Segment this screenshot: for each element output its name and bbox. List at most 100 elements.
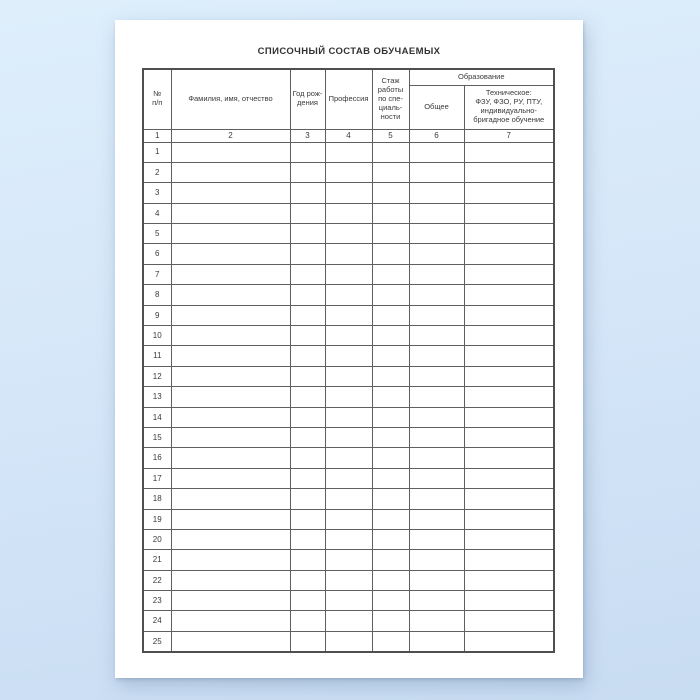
education-general-cell [408, 304, 465, 327]
name-cell [170, 528, 291, 551]
page-title: СПИСОЧНЫЙ СОСТАВ ОБУЧАЕМЫХ [257, 46, 441, 57]
column-number-cell: 1 [142, 128, 172, 143]
profession-cell [324, 386, 373, 408]
table-row: 6 [142, 243, 555, 265]
table-row: 19 [142, 508, 555, 530]
education-general-cell [408, 508, 465, 530]
profession-cell [324, 161, 373, 184]
column-number-cell: 3 [289, 128, 326, 143]
education-technical-cell [463, 528, 555, 551]
row-number-cell: 13 [142, 386, 172, 408]
row-number-cell: 16 [142, 447, 172, 469]
experience-cell [371, 263, 410, 286]
education-technical-cell [463, 406, 555, 428]
education-technical-cell [463, 161, 555, 184]
profession-cell [324, 325, 373, 347]
row-number-cell: 15 [142, 426, 172, 449]
name-cell [170, 243, 291, 265]
row-number-cell: 7 [142, 263, 172, 286]
row-number-cell: 19 [142, 508, 172, 530]
row-number-cell: 3 [142, 182, 172, 204]
table-row: 17 [142, 467, 555, 490]
table-row: 15 [142, 426, 555, 449]
education-technical-cell [463, 488, 555, 510]
experience-cell [371, 488, 410, 510]
education-general-cell [408, 161, 465, 184]
birth-year-cell [289, 365, 326, 388]
table-row: 21 [142, 549, 555, 571]
profession-cell [324, 304, 373, 327]
name-cell [170, 161, 291, 184]
row-number-cell: 14 [142, 406, 172, 428]
table-row: 7 [142, 263, 555, 286]
row-number-cell: 24 [142, 610, 172, 632]
roster-table: № п/п Фамилия, имя, отчество Год рож- де… [142, 68, 555, 653]
profession-cell [324, 263, 373, 286]
education-technical-cell [463, 325, 555, 347]
education-technical-cell [463, 243, 555, 265]
education-technical-cell [463, 365, 555, 388]
name-cell [170, 141, 291, 163]
row-number-cell: 8 [142, 284, 172, 306]
table-row: 3 [142, 182, 555, 204]
birth-year-cell [289, 284, 326, 306]
experience-cell [371, 325, 410, 347]
name-cell [170, 182, 291, 204]
education-general-cell [408, 447, 465, 469]
experience-cell [371, 406, 410, 428]
birth-year-cell [289, 549, 326, 571]
education-general-cell [408, 202, 465, 225]
profession-cell [324, 467, 373, 490]
table-row: 10 [142, 325, 555, 347]
table-row: 11 [142, 345, 555, 367]
header-row-education: Общее Техническое: ФЗУ, ФЗО, РУ, ПТУ, ин… [143, 84, 555, 130]
education-general-cell [408, 528, 465, 551]
birth-year-cell [289, 202, 326, 225]
table-row: 24 [142, 610, 555, 632]
profession-cell [324, 528, 373, 551]
table-row: 14 [142, 406, 555, 428]
education-general-cell [408, 141, 465, 163]
birth-year-cell [289, 630, 326, 653]
header-education-technical: Техническое: ФЗУ, ФЗО, РУ, ПТУ, индивиду… [463, 84, 555, 130]
birth-year-cell [289, 406, 326, 428]
birth-year-cell [289, 467, 326, 490]
education-general-cell [408, 549, 465, 571]
education-general-cell [408, 488, 465, 510]
education-general-cell [408, 263, 465, 286]
header-education-general: Общее [408, 84, 465, 130]
row-number-cell: 5 [142, 223, 172, 245]
education-general-cell [408, 182, 465, 204]
table-row: 1 [142, 141, 555, 163]
profession-cell [324, 549, 373, 571]
education-technical-cell [463, 304, 555, 327]
experience-cell [371, 304, 410, 327]
name-cell [170, 223, 291, 245]
header-profession: Профессия [324, 68, 373, 130]
birth-year-cell [289, 508, 326, 530]
profession-cell [324, 182, 373, 204]
education-technical-cell [463, 447, 555, 469]
row-number-cell: 11 [142, 345, 172, 367]
name-cell [170, 447, 291, 469]
profession-cell [324, 223, 373, 245]
profession-cell [324, 569, 373, 592]
name-cell [170, 202, 291, 225]
birth-year-cell [289, 263, 326, 286]
birth-year-cell [289, 223, 326, 245]
birth-year-cell [289, 488, 326, 510]
experience-cell [371, 426, 410, 449]
table-row: 8 [142, 284, 555, 306]
education-technical-cell [463, 141, 555, 163]
column-number-cell: 2 [170, 128, 291, 143]
header-birth-year: Год рож- дения [289, 68, 326, 130]
birth-year-cell [289, 590, 326, 612]
birth-year-cell [289, 426, 326, 449]
experience-cell [371, 569, 410, 592]
education-general-cell [408, 243, 465, 265]
birth-year-cell [289, 304, 326, 327]
row-number-cell: 1 [142, 141, 172, 163]
education-general-cell [408, 590, 465, 612]
name-cell [170, 508, 291, 530]
profession-cell [324, 406, 373, 428]
